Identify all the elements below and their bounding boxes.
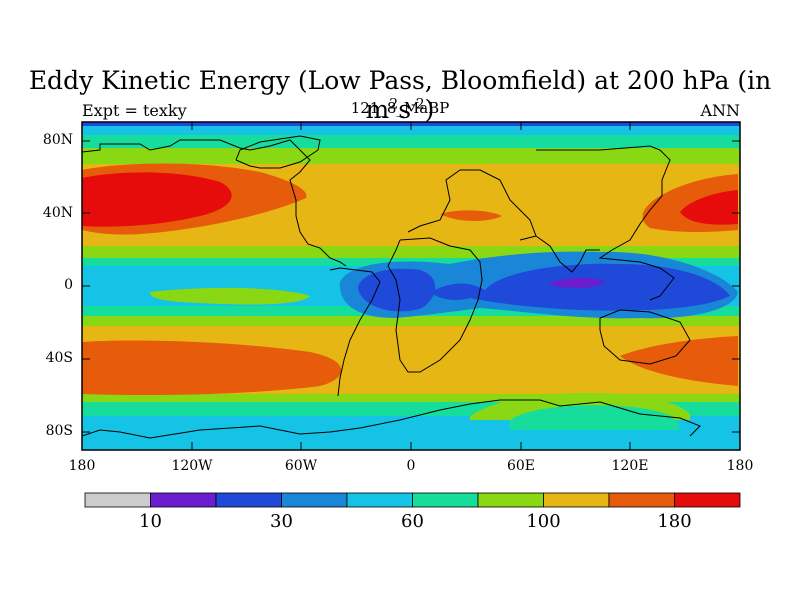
band-north-green	[82, 148, 740, 166]
x-tick-label: 0	[406, 458, 416, 474]
colorbar	[84, 492, 741, 508]
colorbar-swatch	[608, 492, 675, 508]
filled-contours	[82, 122, 740, 450]
jet-asia-small	[440, 210, 502, 221]
colorbar-label: 10	[139, 511, 162, 532]
colorbar-swatch	[543, 492, 610, 508]
coast-antarctica	[329, 399, 701, 437]
x-axis	[81, 122, 741, 450]
y-tick-label: 0	[64, 277, 73, 293]
y-tick-label: 80S	[45, 423, 73, 439]
jet-south-atlantic	[82, 340, 342, 396]
coast-australia	[599, 309, 691, 365]
blue-cell-deep-west	[358, 268, 436, 312]
colorbar-label: 100	[526, 511, 561, 532]
coast-north-america	[82, 139, 347, 267]
y-tick-label: 80N	[42, 132, 73, 148]
colorbar-swatch	[674, 492, 741, 508]
jet-north-atlantic-core	[82, 172, 232, 227]
colorbar-label: 60	[401, 511, 424, 532]
plot-title: Eddy Kinetic Energy (Low Pass, Bloomfiel…	[28, 66, 772, 124]
antarctic-teal	[510, 405, 680, 430]
tropical-green-tongue	[150, 287, 310, 305]
colorbar-swatch	[150, 492, 217, 508]
colorbar-swatch	[477, 492, 544, 508]
coast-south-america	[329, 267, 381, 397]
x-tick-label: 180	[726, 458, 754, 474]
x-tick-label: 60E	[506, 458, 536, 474]
x-tick-label: 120W	[171, 458, 213, 474]
coast-greenland	[235, 135, 321, 169]
coast-asia	[536, 145, 675, 301]
y-tick-label: 40N	[42, 205, 73, 221]
colorbar-label: 180	[657, 511, 692, 532]
coast-antarctica-west	[82, 425, 331, 439]
x-tick-label: 120E	[611, 458, 649, 474]
coast-europe	[407, 169, 537, 241]
coast-india	[535, 235, 600, 273]
colorbar-swatch	[84, 492, 151, 508]
band-south-green	[82, 316, 740, 328]
experiment-label: Expt = texky	[82, 101, 187, 120]
colorbar-swatch	[346, 492, 413, 508]
colorbar-swatch	[215, 492, 282, 508]
coastlines	[82, 135, 701, 439]
purple-core	[548, 277, 605, 289]
jet-south-pacific	[620, 336, 738, 386]
x-tick-label: 60W	[284, 458, 318, 474]
run-label: 121_8_MaBP	[350, 99, 450, 117]
colorbar-label: 30	[270, 511, 293, 532]
colorbar-swatch	[281, 492, 348, 508]
y-axis	[82, 140, 740, 433]
colorbar-swatch	[412, 492, 479, 508]
coast-africa	[387, 237, 483, 373]
x-tick-label: 180	[68, 458, 96, 474]
y-tick-label: 40S	[45, 350, 73, 366]
jet-north-pacific-core	[680, 190, 738, 225]
band-north-teal	[82, 135, 740, 150]
band-south-green-2	[82, 394, 740, 404]
season-label: ANN	[700, 101, 740, 120]
